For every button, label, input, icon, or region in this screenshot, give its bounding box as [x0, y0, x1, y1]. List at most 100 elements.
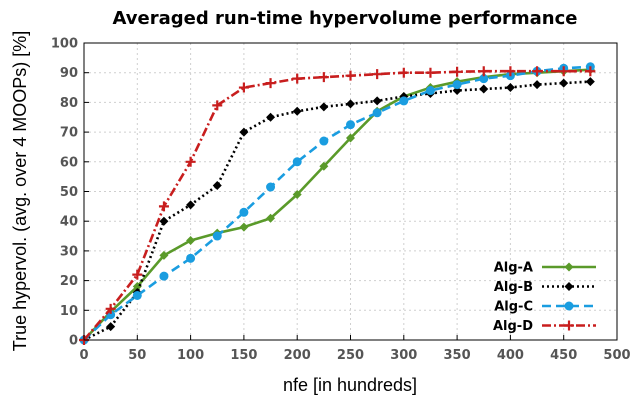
y-tick-label: 70 — [60, 126, 78, 141]
alg-b-point — [159, 216, 169, 226]
y-tick-label: 100 — [51, 37, 78, 52]
alg-b-point — [372, 96, 382, 106]
alg-c-point — [425, 86, 435, 96]
alg-c-point — [212, 231, 222, 241]
alg-d-point — [398, 67, 409, 78]
alg-a-point — [292, 189, 302, 199]
x-tick-label: 200 — [284, 348, 311, 363]
y-tick-label: 90 — [60, 66, 78, 81]
legend-alg-b-point — [564, 282, 574, 291]
x-tick-label: 300 — [390, 348, 417, 363]
alg-a-point — [346, 133, 355, 143]
alg-c-point — [399, 96, 409, 106]
legend-label: Alg-A — [494, 261, 533, 276]
alg-b-point — [585, 77, 595, 87]
alg-d-point — [425, 67, 436, 78]
legend-label: Alg-B — [494, 280, 533, 295]
alg-a-point — [239, 222, 249, 232]
legend-item-alg-c: Alg-C — [494, 300, 596, 315]
alg-d-point — [158, 201, 169, 212]
alg-b-point — [186, 200, 196, 210]
alg-d-point — [292, 73, 303, 84]
alg-d-point — [558, 66, 569, 77]
alg-d-point — [345, 70, 356, 81]
tick-labels: 0 10 20 30 40 50 60 70 80 90 100 0 50 100 150 200 250 300… — [51, 37, 631, 364]
legend-label: Alg-D — [493, 319, 533, 334]
y-tick-label: 30 — [60, 244, 78, 259]
alg-b-point — [346, 99, 355, 109]
legend-alg-a-point — [564, 262, 574, 272]
series-line-alg-a — [83, 68, 591, 341]
alg-b-point — [239, 127, 249, 137]
x-tick-label: 50 — [128, 348, 146, 363]
legend-label: Alg-C — [494, 300, 533, 315]
alg-d-point — [585, 66, 596, 77]
alg-c-point — [186, 253, 196, 263]
y-tick-label: 50 — [60, 185, 78, 200]
alg-d-point — [318, 72, 329, 83]
alg-a-point — [266, 213, 276, 223]
legend-item-alg-b: Alg-B — [494, 280, 596, 295]
alg-d-point — [265, 78, 276, 89]
x-tick-label: 100 — [177, 348, 204, 363]
alg-d-point — [505, 66, 516, 77]
alg-a-point — [319, 161, 329, 171]
legend-item-alg-a: Alg-A — [494, 261, 596, 276]
alg-b-point — [292, 106, 302, 116]
series-alg-d — [79, 66, 596, 345]
alg-d-point — [105, 303, 116, 314]
plot-frame — [83, 42, 618, 341]
legend-item-alg-d: Alg-D — [493, 319, 596, 334]
alg-c-point — [452, 80, 462, 90]
alg-d-point — [478, 66, 489, 77]
alg-c-point — [479, 74, 489, 84]
alg-c-point — [372, 108, 382, 118]
alg-b-point — [212, 181, 222, 191]
y-tick-label: 60 — [60, 155, 78, 170]
series-line-alg-b — [83, 80, 591, 342]
x-tick-label: 150 — [230, 348, 257, 363]
alg-b-point — [532, 80, 542, 90]
legend: Alg-A Alg-B Alg-C Alg-D — [493, 261, 596, 334]
alg-c-point — [292, 157, 302, 167]
alg-d-point — [185, 156, 196, 167]
alg-d-point — [372, 69, 383, 80]
alg-c-point — [346, 120, 355, 130]
legend-alg-d-point — [564, 320, 574, 331]
y-tick-label: 0 — [69, 334, 78, 349]
alg-b-point — [106, 322, 116, 332]
chart-title: Averaged run-time hypervolume performanc… — [113, 8, 578, 29]
y-tick-label: 10 — [60, 304, 78, 319]
alg-b-point — [319, 102, 329, 112]
x-tick-label: 0 — [79, 348, 88, 363]
alg-b-point — [505, 83, 515, 93]
x-tick-label: 350 — [444, 348, 471, 363]
alg-c-point — [159, 271, 169, 281]
x-axis-label: nfe [in hundreds] — [283, 375, 417, 395]
alg-a-point — [159, 250, 169, 260]
alg-b-point — [559, 78, 569, 88]
x-tick-label: 250 — [337, 348, 364, 363]
y-tick-label: 80 — [60, 96, 78, 111]
alg-b-point — [266, 112, 276, 122]
x-tick-label: 500 — [603, 348, 630, 363]
alg-d-point — [238, 82, 249, 93]
alg-c-point — [266, 182, 276, 192]
y-tick-label: 40 — [60, 215, 78, 230]
x-tick-label: 450 — [550, 348, 577, 363]
legend-alg-c-point — [564, 301, 574, 311]
alg-c-point — [319, 136, 329, 146]
alg-d-point — [212, 100, 223, 111]
alg-d-point — [132, 269, 143, 280]
alg-c-point — [239, 207, 249, 217]
x-tick-label: 400 — [497, 348, 524, 363]
y-tick-label: 20 — [60, 274, 78, 289]
data-series — [79, 62, 596, 345]
alg-b-point — [479, 84, 489, 94]
alg-d-point — [452, 66, 463, 77]
y-axis-label: True hypervol. (avg. over 4 MOOPs) [%] — [10, 31, 30, 351]
alg-c-point — [132, 290, 142, 300]
alg-a-point — [186, 236, 196, 246]
alg-d-point — [532, 66, 543, 77]
